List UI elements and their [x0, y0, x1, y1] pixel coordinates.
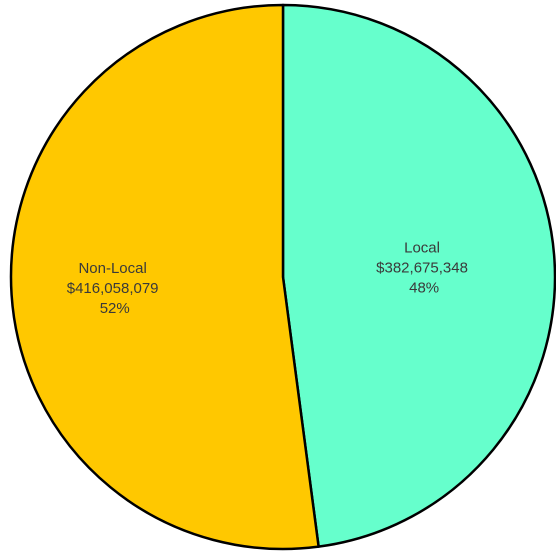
slice-label-non-local-percent: 52%: [100, 300, 130, 317]
slice-label-non-local-name: Non-Local: [78, 260, 146, 277]
slice-label-non-local: Non-Local $416,058,079 52%: [67, 260, 163, 317]
slice-label-non-local-value: $416,058,079: [67, 280, 159, 297]
slice-label-local-value: $382,675,348: [376, 260, 468, 277]
pie-slice-local: [281, 3, 556, 548]
slice-label-local: Local $382,675,348 48%: [376, 240, 472, 297]
pie-slices: [9, 3, 556, 551]
pie-slice-non-local: [9, 3, 320, 551]
slice-label-local-name: Local: [404, 240, 440, 257]
pie-labels: Local $382,675,348 48% Non-Local $416,05…: [67, 240, 472, 317]
slice-label-local-percent: 48%: [409, 280, 439, 297]
